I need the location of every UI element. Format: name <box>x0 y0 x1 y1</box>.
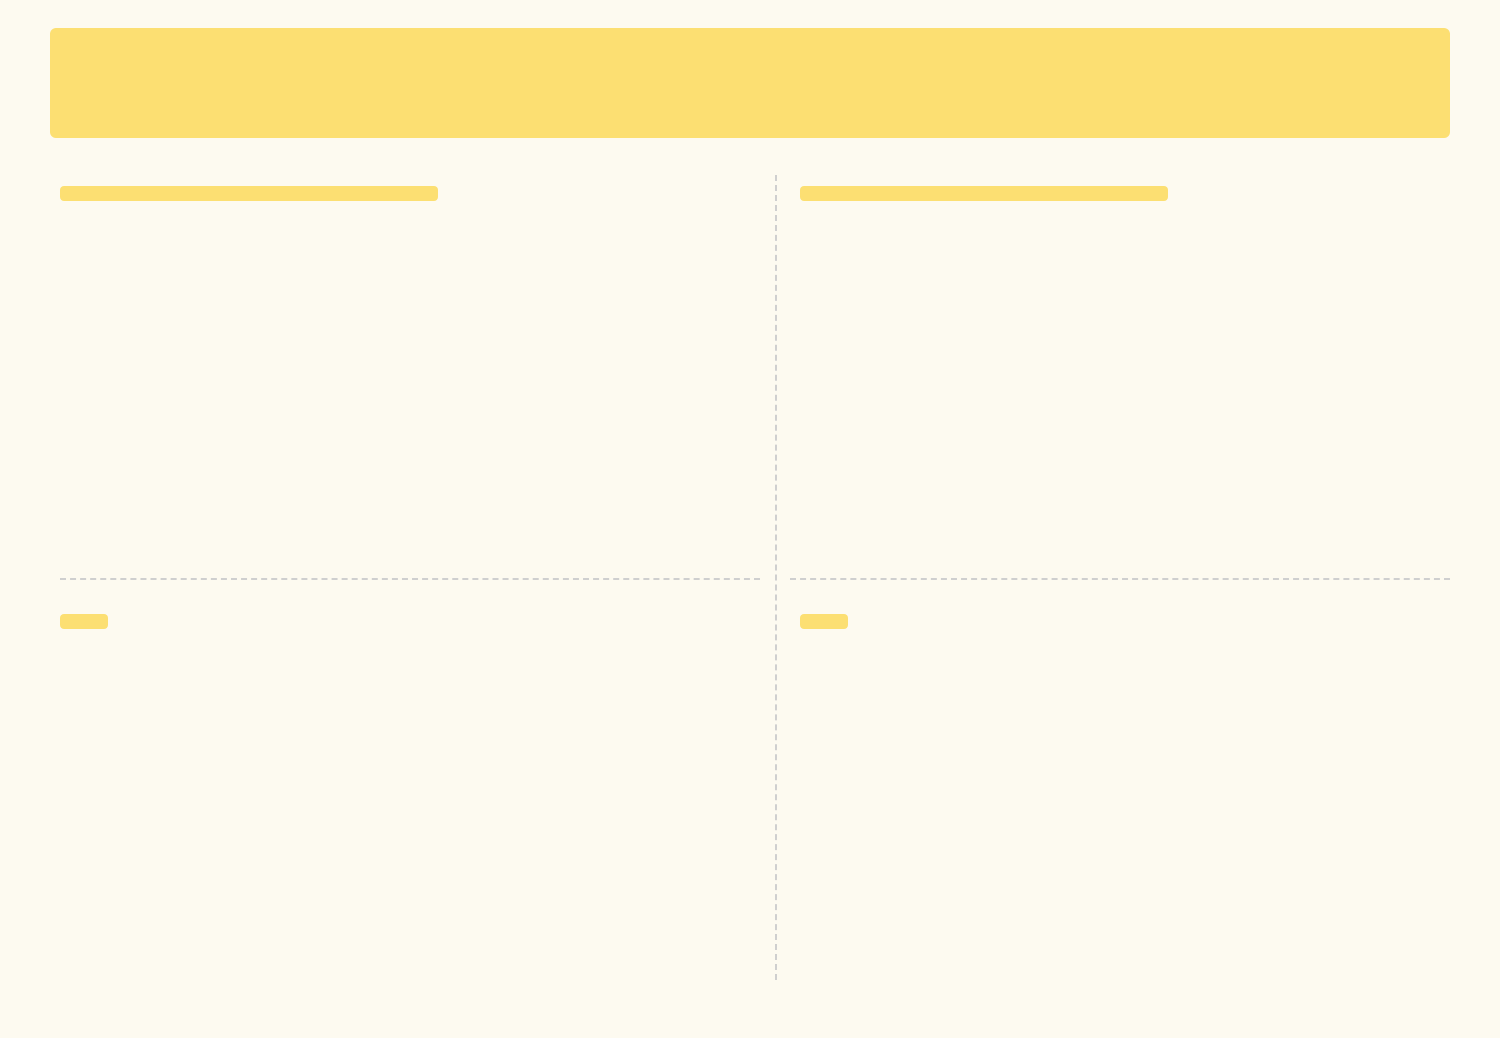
chart-panel-pharma <box>60 614 760 974</box>
chart-title-eggs <box>800 186 1168 201</box>
panel-divider-horizontal-left <box>60 578 760 580</box>
chart-panel-eggs <box>800 186 1460 556</box>
chart-panel-vegetables <box>60 186 760 556</box>
panel-divider-vertical <box>775 175 777 980</box>
chart-panel-fuel <box>800 614 1460 974</box>
chart-title-vegetables <box>60 186 438 201</box>
statistics-logo-icon <box>110 46 220 122</box>
panel-divider-horizontal-right <box>790 578 1450 580</box>
chart-title-fuel <box>800 614 848 629</box>
chart-title-pharma <box>60 614 108 629</box>
page-header <box>50 28 1450 138</box>
